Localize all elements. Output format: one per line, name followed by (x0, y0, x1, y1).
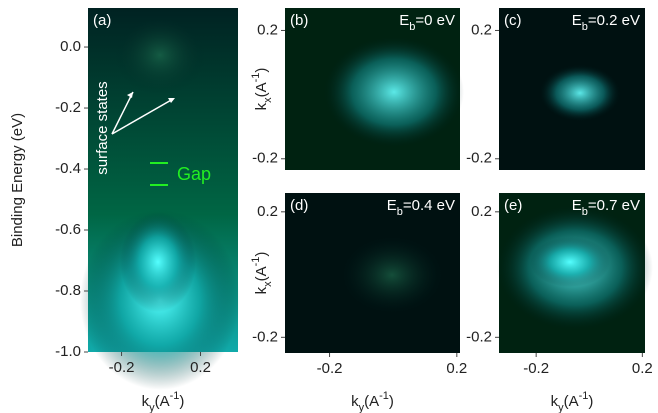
panel-label: (d) (290, 197, 308, 214)
arrow-head (168, 98, 175, 103)
panel-label: (e) (504, 197, 522, 214)
annotation: Gap (177, 164, 211, 184)
intensity (115, 15, 205, 95)
y-tick-label: 0.2 (471, 203, 492, 220)
panel-title-part: b (409, 21, 415, 33)
arrow (111, 91, 134, 135)
panel-label: (b) (290, 12, 308, 29)
y-tick-label: 0.2 (471, 21, 492, 38)
x-axis-label-part: y (359, 402, 365, 413)
y-tick-label: 0.2 (257, 21, 278, 38)
y-tick-label: 0.0 (60, 38, 81, 55)
y-axis-label-part: k (253, 286, 270, 294)
y-tick-label: -1.0 (55, 343, 81, 360)
y-tick-label: -0.2 (252, 328, 278, 345)
arrow-head (127, 92, 133, 98)
x-axis-label-part: (A (564, 393, 579, 410)
x-axis-label-part: y (558, 402, 564, 413)
panel-title-part: =0.7 eV (588, 197, 640, 214)
x-axis-label: ky(A-1) (142, 390, 185, 413)
panel-title: Eb=0.2 eV (572, 12, 640, 33)
y-axis-label-part: k (253, 102, 270, 110)
panel-title-part: E (387, 197, 397, 214)
x-axis-label-part: ) (389, 393, 394, 410)
y-axis-label: Binding Energy (eV) (9, 113, 26, 247)
panel-label: (a) (93, 12, 111, 29)
intensity (342, 237, 442, 313)
y-axis-label: kx(A-1) (250, 252, 274, 295)
y-tick-label: -0.8 (55, 282, 81, 299)
intensity (120, 212, 196, 312)
x-axis-label-part: ) (179, 393, 184, 410)
y-axis-label-part: -1 (250, 257, 262, 267)
x-tick-label: 0.2 (190, 359, 211, 376)
x-axis-label-part: k (351, 393, 359, 410)
panel-title: Eb=0.7 eV (572, 197, 640, 218)
panel-label: (c) (504, 12, 522, 29)
intensity (324, 37, 464, 147)
x-axis-label-part: -1 (579, 390, 589, 402)
y-tick-label: -0.2 (466, 150, 492, 167)
x-axis-label: ky(A-1) (551, 390, 594, 413)
y-tick-label: -0.4 (55, 160, 81, 177)
y-axis-label-part: (A (253, 82, 270, 97)
panel-title-part: E (572, 197, 582, 214)
panel-title-part: =0.2 eV (588, 12, 640, 29)
annotation: surface states (94, 81, 111, 174)
y-tick-label: -0.2 (466, 328, 492, 345)
panel-title-part: E (572, 12, 582, 29)
x-axis-label-part: k (142, 393, 150, 410)
intensity (530, 237, 610, 287)
panel-title-part: =0.4 eV (403, 197, 455, 214)
x-axis-label-part: k (551, 393, 559, 410)
panel-title-part: b (582, 21, 588, 33)
x-axis-label-part: (A (364, 393, 379, 410)
y-tick-label: -0.2 (252, 150, 278, 167)
x-axis-label-part: ) (588, 393, 593, 410)
y-tick-label: -0.6 (55, 221, 81, 238)
y-tick-label: 0.2 (257, 203, 278, 220)
x-axis-label-part: (A (155, 393, 170, 410)
x-tick-label: -0.2 (523, 360, 549, 377)
y-axis-label-part: x (262, 97, 274, 103)
x-tick-label: 0.2 (446, 360, 467, 377)
intensity (540, 65, 620, 121)
x-tick-label: -0.2 (317, 360, 343, 377)
x-axis-label-part: y (149, 402, 155, 413)
y-axis-label-part: ) (253, 68, 270, 73)
x-tick-label: 0.2 (632, 360, 653, 377)
y-tick-label: -0.2 (55, 99, 81, 116)
x-axis-label: ky(A-1) (351, 390, 394, 413)
panel-title-part: E (399, 12, 409, 29)
x-tick-label: -0.2 (109, 359, 135, 376)
panel-title-part: =0 eV (415, 12, 455, 29)
arrow (111, 98, 174, 135)
panel-title-part: b (397, 206, 403, 218)
x-axis-label-part: -1 (170, 390, 180, 402)
y-axis-label-part: (A (253, 266, 270, 281)
panel-title-part: b (582, 206, 588, 218)
y-axis-label-part: -1 (250, 73, 262, 83)
x-axis-label-part: -1 (379, 390, 389, 402)
panel-title: Eb=0.4 eV (387, 197, 455, 218)
y-axis-label-part: x (262, 281, 274, 287)
y-axis-label-part: ) (253, 252, 270, 257)
y-axis-label: kx(A-1) (250, 68, 274, 111)
panel-title: Eb=0 eV (399, 12, 455, 33)
